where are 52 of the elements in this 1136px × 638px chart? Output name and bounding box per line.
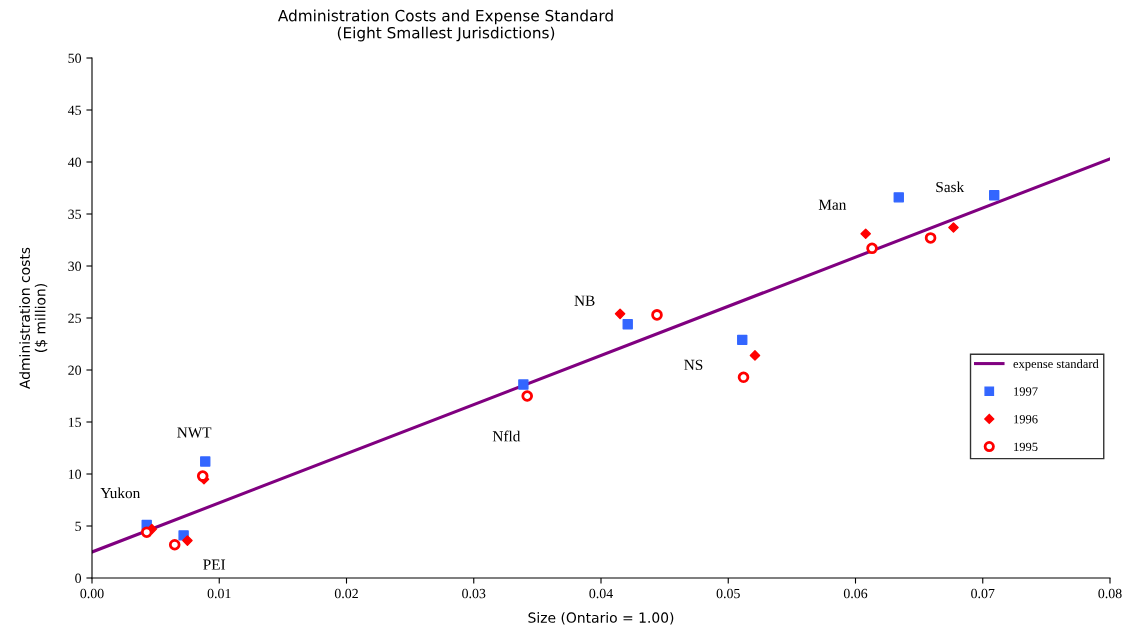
annotation: Sask [936, 181, 965, 193]
point [893, 192, 904, 203]
point [737, 334, 748, 346]
point [182, 535, 193, 546]
chart-title: Administration Costs and Expense Standard (Eight Smallest Jurisdictions) [278, 9, 613, 42]
point [989, 190, 1000, 201]
y-tick-label: 30 [68, 261, 82, 271]
point [518, 379, 529, 390]
point [866, 242, 878, 255]
point [737, 371, 750, 384]
annotation: Nfld [492, 430, 521, 442]
y-tick-label: 20 [68, 365, 82, 375]
y-tick-label: 35 [68, 209, 82, 219]
x-tick-label: 0.02 [334, 588, 358, 599]
y-tick-label: 10 [68, 469, 82, 479]
point [948, 222, 959, 233]
x-tick-label: 0.03 [462, 588, 486, 599]
annotation: Man [818, 199, 847, 210]
annotation: NS [684, 359, 703, 370]
x-tick-label: 0.07 [971, 588, 995, 599]
x-tick-label: 0.08 [1098, 588, 1122, 599]
point [924, 232, 937, 244]
x-tick-label: 0.04 [589, 588, 613, 599]
point [651, 309, 663, 321]
legend-label: 1995 [1014, 442, 1038, 452]
y-tick-label: 5 [75, 521, 82, 531]
y-axis-title: Administration costs ($ million) [19, 247, 48, 389]
legend-label: 1996 [1014, 415, 1038, 424]
point [140, 526, 153, 539]
x-tick-label: 0.06 [843, 588, 868, 599]
y-tick-label: 25 [68, 313, 82, 323]
point [860, 228, 871, 240]
y-tick-label: 0 [75, 573, 82, 583]
point [614, 308, 626, 320]
y-tick-label: 15 [68, 417, 82, 427]
point [168, 538, 181, 551]
legend-label: expense standard [1013, 359, 1099, 371]
y-tick-label: 50 [68, 53, 82, 63]
point [622, 319, 633, 330]
annotation: NB [574, 295, 595, 306]
x-tick-label: 0.01 [207, 588, 231, 599]
x-tick-label: 0.00 [80, 588, 104, 599]
point [749, 350, 761, 361]
annotation: PEI [203, 559, 226, 570]
x-axis-title: Size (Ontario = 1.00) [528, 612, 674, 625]
annotation: NWT [177, 427, 212, 438]
legend-label: 1997 [1014, 387, 1038, 396]
point [200, 456, 211, 467]
y-tick-label: 45 [67, 105, 82, 115]
annotation: Yukon [100, 487, 141, 499]
y-tick-label: 40 [67, 157, 82, 167]
x-tick-label: 0.05 [716, 588, 740, 599]
